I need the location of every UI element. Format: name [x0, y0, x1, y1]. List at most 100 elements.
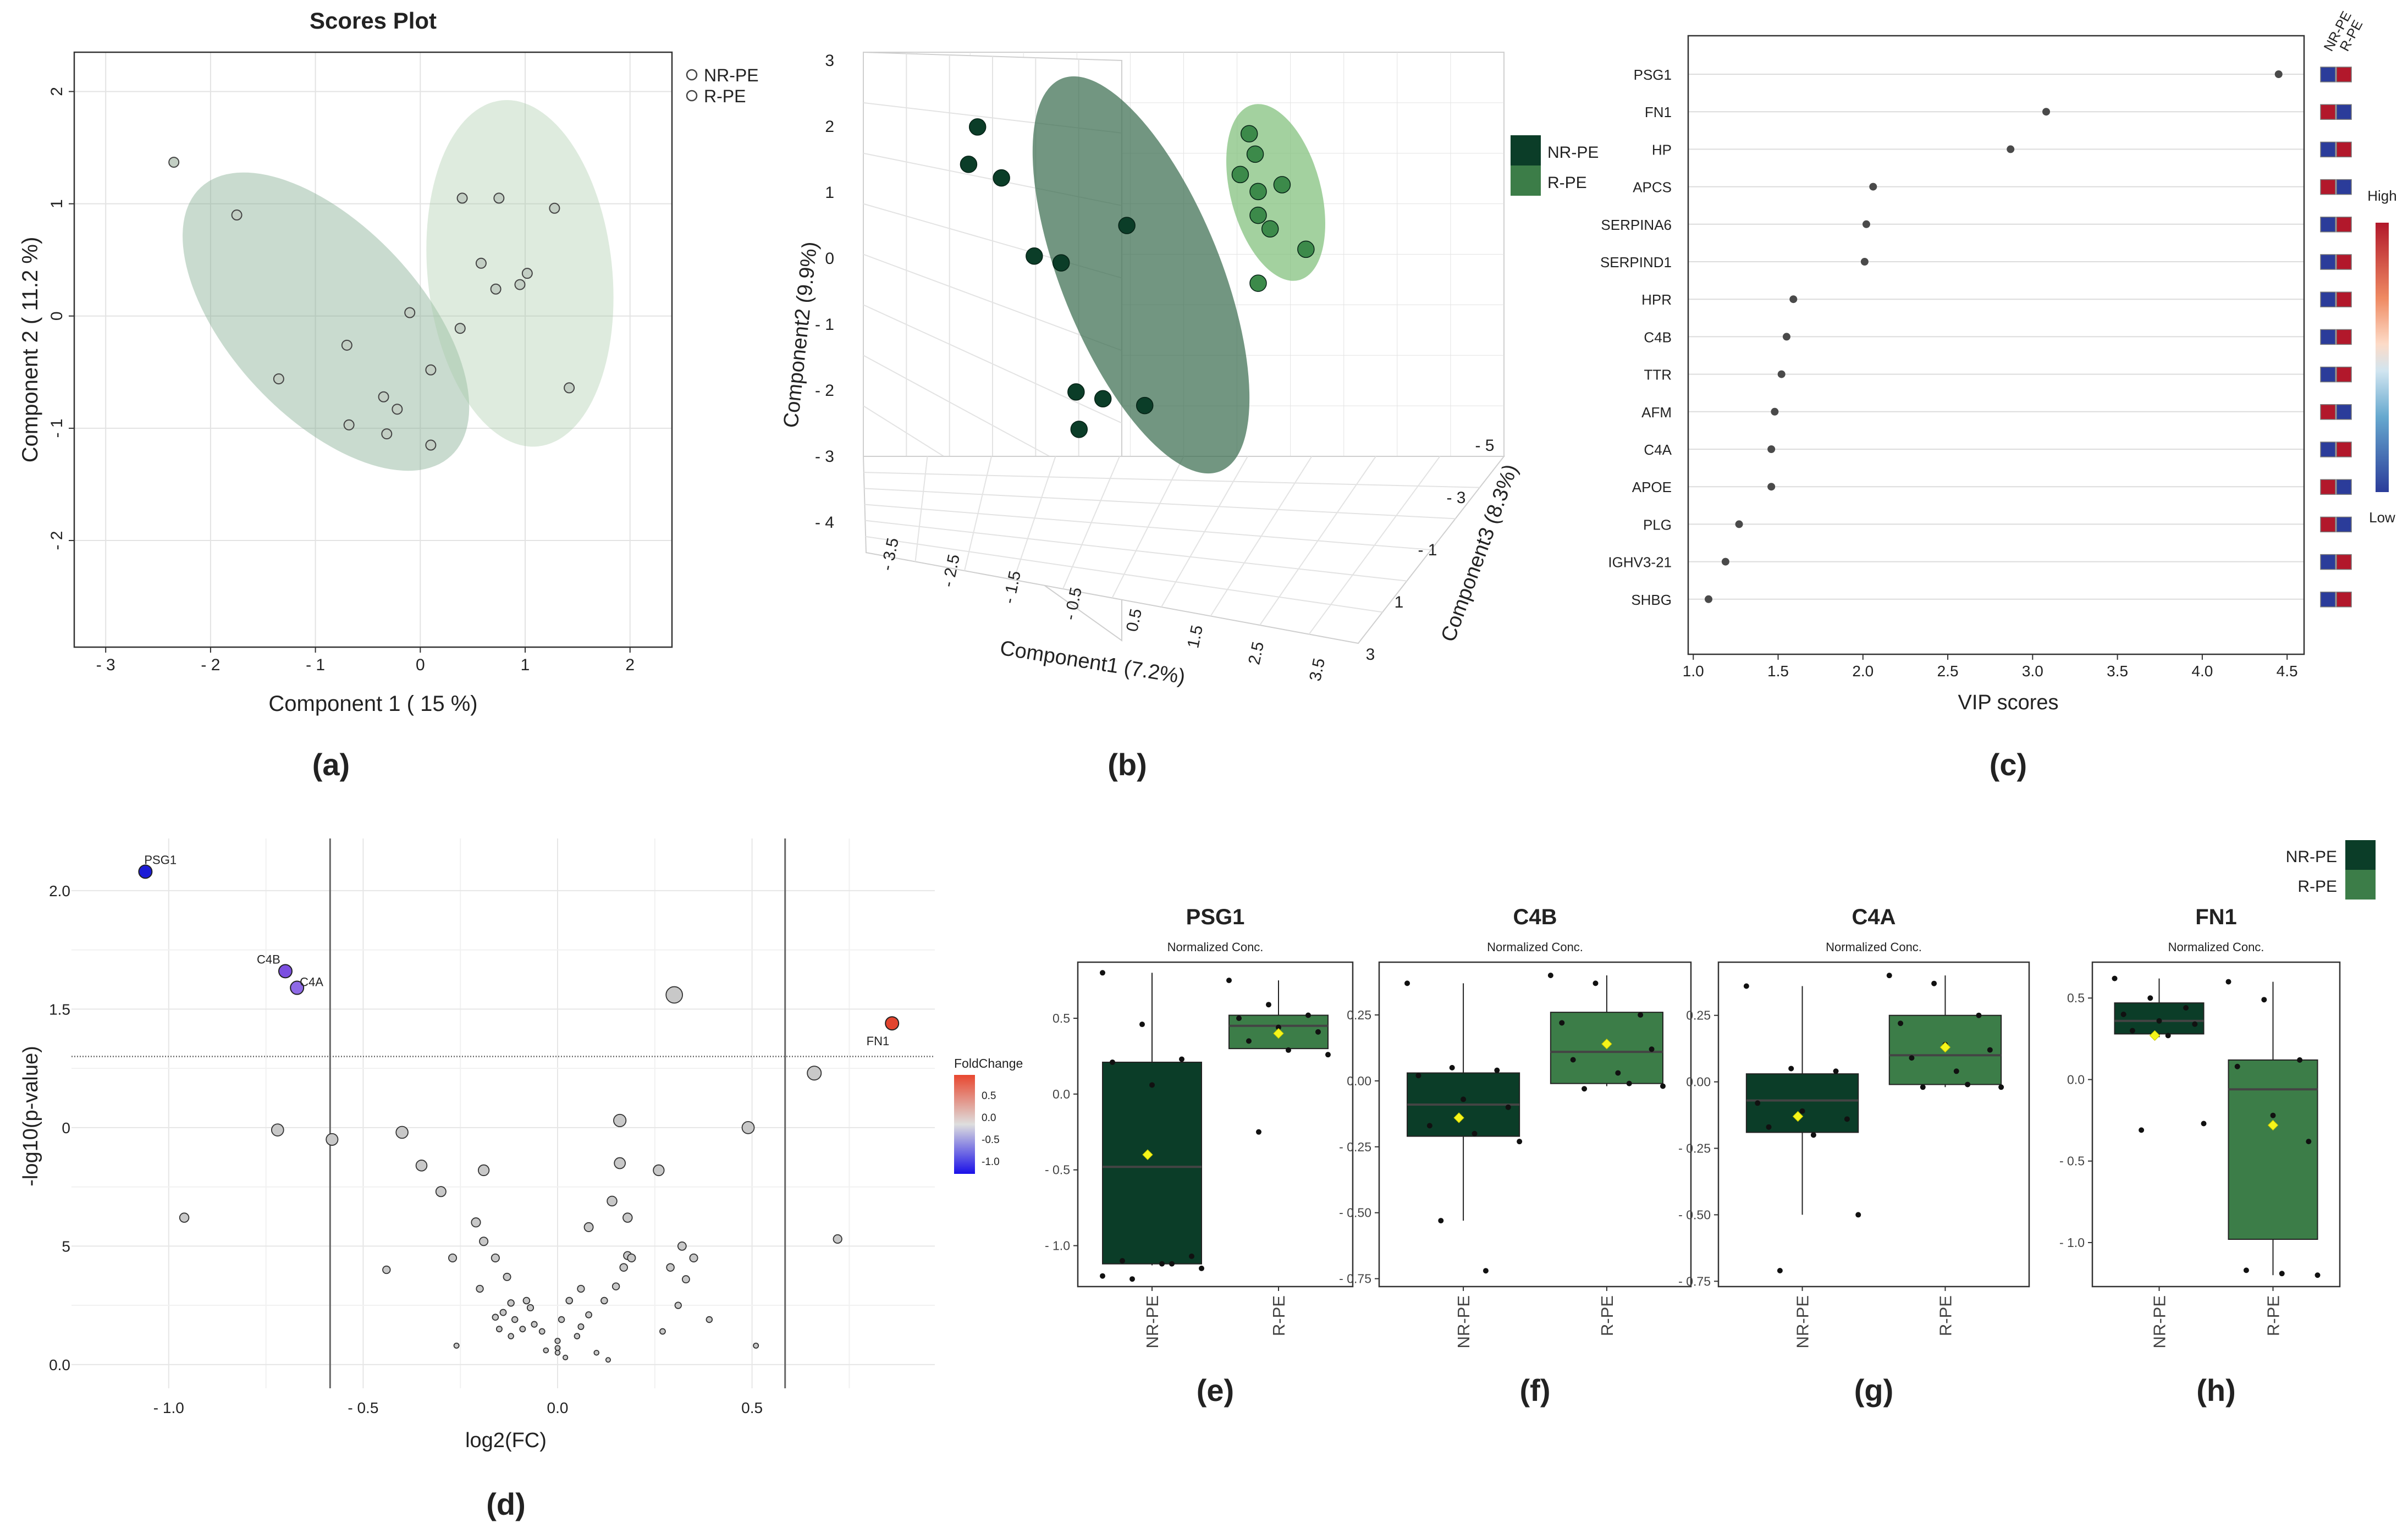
box-mean-marker — [1939, 1042, 1951, 1053]
score-point — [521, 268, 533, 279]
score-point — [168, 157, 180, 168]
vip-heat-cell — [2320, 291, 2336, 307]
box-data-point — [2279, 1271, 2285, 1277]
volcano-point — [613, 1113, 627, 1128]
volcano-point-highlighted — [278, 964, 293, 979]
panel-caption-b: (b) — [1107, 747, 1147, 782]
score-point — [475, 257, 487, 269]
box-data-point — [1593, 980, 1599, 986]
volcano-point — [495, 1326, 503, 1333]
plot-c-background — [1688, 36, 2304, 654]
box-data-point — [1472, 1130, 1478, 1136]
x-tick-label-a: 0 — [416, 656, 425, 674]
x-axis-label-b: Component1 (7.2%) — [999, 637, 1187, 689]
x-tick-label-e: R-PE — [1269, 1295, 1288, 1336]
volcano-point — [507, 1299, 515, 1307]
x-tick-label-b: 3.5 — [1306, 656, 1329, 683]
box-data-point — [1129, 1276, 1135, 1282]
vip-heat-cell — [2336, 141, 2352, 158]
y-tick-label-d: 5 — [62, 1238, 70, 1255]
score-point — [425, 364, 437, 376]
volcano-point — [614, 1157, 626, 1169]
box-data-point — [2306, 1139, 2312, 1145]
box-subtitle-h: Normalized Conc. — [2168, 940, 2264, 954]
box-data-point — [1570, 1057, 1576, 1063]
volcano-point — [607, 1195, 618, 1207]
vip-score-point — [1705, 595, 1713, 603]
volcano-point — [453, 1342, 460, 1349]
scores-3d-point-nr-pe — [968, 118, 987, 136]
vip-heat-cell — [2336, 592, 2352, 608]
box-data-point — [1898, 1020, 1904, 1027]
y-tick-label-b: - 1 — [815, 316, 834, 334]
panel-f-box-plot: - 0.75 - 0.50 - 0.25 0.00 0.25 NR-PE R-PE C4B No… — [1339, 905, 1692, 1408]
vip-heat-cell — [2320, 104, 2336, 120]
box-data-point — [1110, 1059, 1115, 1065]
volcano-point-label: C4B — [257, 952, 280, 966]
floor-grid — [864, 504, 1431, 550]
box-data-point — [1169, 1261, 1175, 1267]
scores-3d-point-nr-pe — [960, 156, 978, 173]
x-axis-label-c: VIP scores — [1958, 691, 2058, 714]
box-data-point — [1449, 1064, 1455, 1071]
vip-feature-label: HPR — [1641, 291, 1672, 308]
box-data-point — [1236, 1016, 1242, 1022]
volcano-point — [565, 1296, 574, 1305]
box-data-point — [2243, 1267, 2249, 1273]
box-data-point — [1461, 1096, 1467, 1102]
vip-heat-cell — [2320, 592, 2336, 608]
volcano-point-highlighted — [290, 980, 305, 995]
panel-h-box-plot: - 1.0 - 0.5 0.0 0.5 NR-PE R-PE FN1 Normalized C… — [2059, 905, 2341, 1408]
y-tick-label-b: 3 — [825, 52, 834, 70]
box-data-point — [1517, 1139, 1523, 1145]
x-tick-label-c: 4.0 — [2191, 663, 2213, 680]
confidence-ellipsoid-nr-pe — [1032, 76, 1250, 474]
volcano-point — [522, 1296, 531, 1305]
vip-feature-label: APCS — [1633, 179, 1672, 196]
vip-score-point — [1862, 220, 1870, 228]
vip-feature-label: C4A — [1644, 442, 1672, 458]
x-tick-label-c: 4.5 — [2277, 663, 2298, 680]
panel-a-scores-plot: - 3 - 2 - 1 0 1 2 - 2 - 1 0 1 2 Scores Plot Componen… — [18, 8, 759, 782]
volcano-point — [543, 1347, 549, 1354]
y-tick-label-d: 0 — [62, 1119, 70, 1136]
x-tick-label-d: 0.0 — [547, 1399, 569, 1416]
box-mean-marker — [1142, 1149, 1153, 1160]
vip-feature-label: APOE — [1632, 479, 1672, 495]
scores-3d-point-nr-pe — [1026, 247, 1043, 265]
vip-heat-cell — [2320, 329, 2336, 345]
box-subtitle-f: Normalized Conc. — [1487, 940, 1583, 954]
volcano-point — [492, 1314, 499, 1321]
box-mean-marker — [1273, 1028, 1284, 1039]
x-tick-label-c: 2.5 — [1937, 663, 1959, 680]
vip-heat-cell — [2336, 67, 2352, 82]
panel-d-volcano-plot: PSG1 C4B C4A FN1 - 1.0 - 0.5 0.0 0.5 0.0 5 0 1.5 2.0… — [19, 838, 1023, 1521]
vip-feature-label: SERPINA6 — [1601, 217, 1672, 233]
vip-score-point — [1789, 295, 1798, 304]
y-tick-label-h: 0.5 — [2067, 991, 2085, 1005]
volcano-point — [479, 1237, 489, 1246]
y-tick-label-b: 0 — [825, 250, 834, 268]
volcano-point — [415, 1160, 428, 1172]
score-point — [425, 439, 437, 451]
box-data-point — [1909, 1055, 1915, 1061]
x-tick-label-a: - 2 — [201, 656, 220, 674]
legend-label-a: R-PE — [704, 86, 746, 106]
vip-heat-cell — [2320, 479, 2336, 495]
x-tick-label-g: R-PE — [1936, 1295, 1955, 1336]
volcano-point — [554, 1345, 561, 1351]
vip-heat-cell — [2320, 554, 2336, 570]
vip-feature-label: PLG — [1643, 516, 1672, 533]
y-tick-label-a: - 2 — [48, 531, 66, 550]
scores-3d-point-nr-pe — [1094, 390, 1112, 407]
box-r-pe — [2228, 1059, 2318, 1240]
box-data-point — [1755, 1100, 1761, 1106]
box-data-point — [1426, 1123, 1432, 1129]
box-data-point — [1159, 1261, 1165, 1267]
panel-caption-g: (g) — [1854, 1373, 1894, 1408]
legend-label-a: NR-PE — [704, 65, 759, 85]
volcano-point — [531, 1321, 538, 1328]
vip-colorbar — [2376, 223, 2389, 492]
x-tick-label-g: NR-PE — [1793, 1295, 1812, 1348]
